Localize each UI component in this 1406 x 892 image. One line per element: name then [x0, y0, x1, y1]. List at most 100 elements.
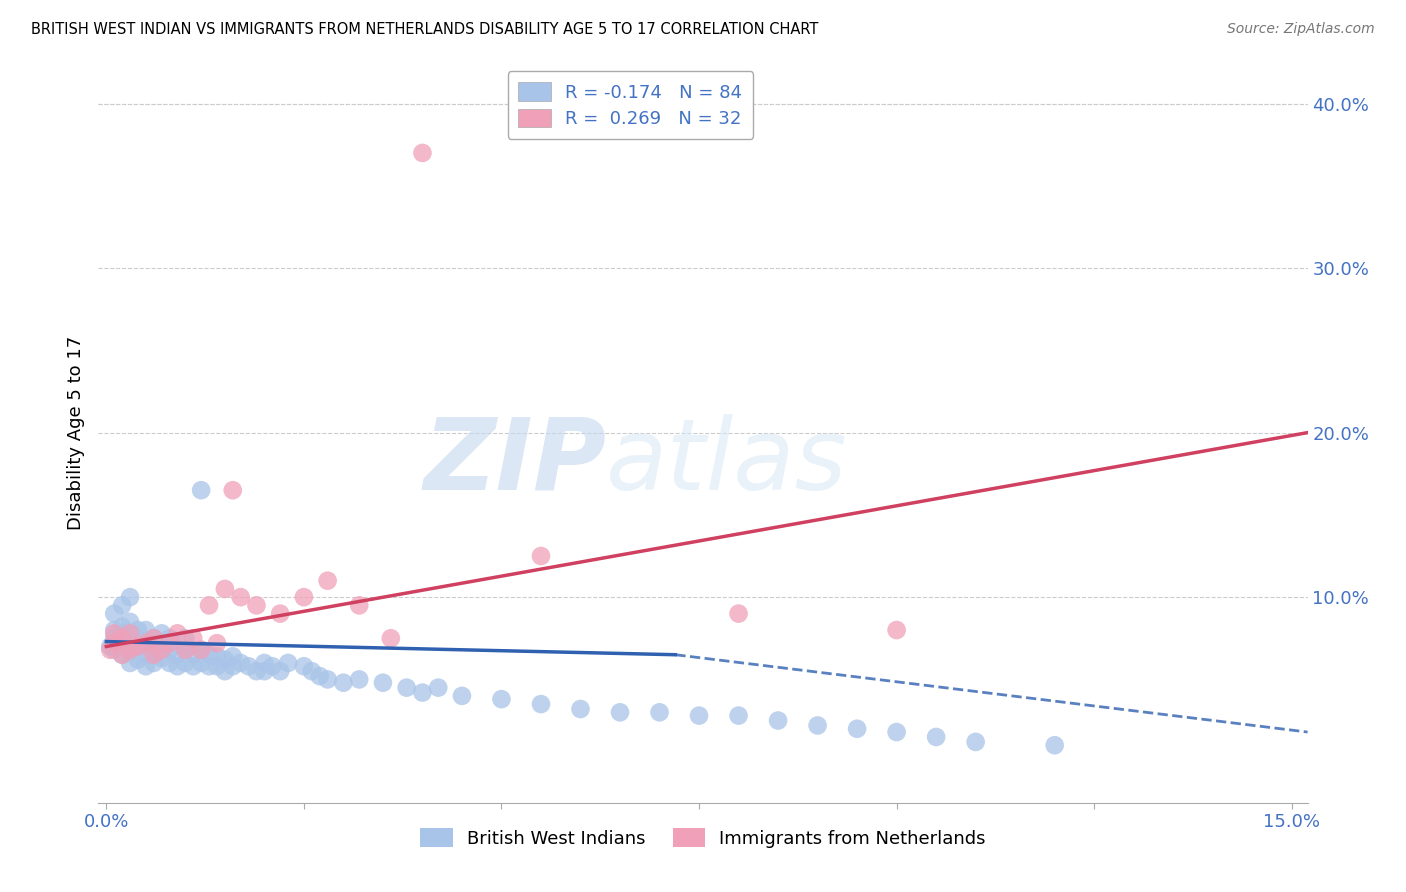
Point: [411, 145, 433, 160]
Point: [166, 648, 188, 662]
Point: [150, 642, 173, 657]
Point: [727, 708, 749, 723]
Point: [214, 653, 236, 667]
Point: [292, 590, 315, 604]
Point: [135, 636, 157, 650]
Point: [569, 702, 592, 716]
Point: [347, 673, 370, 687]
Point: [135, 636, 157, 650]
Point: [150, 640, 173, 654]
Point: [205, 636, 228, 650]
Point: [380, 632, 402, 646]
Point: [190, 642, 212, 657]
Point: [222, 483, 245, 498]
Point: [316, 574, 339, 588]
Text: BRITISH WEST INDIAN VS IMMIGRANTS FROM NETHERLANDS DISABILITY AGE 5 TO 17 CORREL: BRITISH WEST INDIAN VS IMMIGRANTS FROM N…: [31, 22, 818, 37]
Point: [174, 656, 197, 670]
Point: [190, 642, 212, 657]
Point: [262, 659, 284, 673]
Point: [118, 615, 141, 629]
Point: [111, 632, 134, 646]
Point: [135, 623, 157, 637]
Point: [159, 656, 181, 670]
Point: [118, 626, 141, 640]
Point: [181, 632, 204, 646]
Text: ZIP: ZIP: [423, 414, 606, 511]
Point: [395, 681, 418, 695]
Point: [103, 636, 125, 650]
Point: [253, 656, 276, 670]
Point: [229, 590, 252, 604]
Point: [648, 706, 671, 720]
Point: [103, 642, 125, 657]
Point: [159, 632, 181, 646]
Point: [111, 648, 134, 662]
Point: [127, 640, 149, 654]
Point: [118, 642, 141, 657]
Point: [135, 648, 157, 662]
Point: [142, 632, 165, 646]
Point: [181, 659, 204, 673]
Point: [332, 675, 354, 690]
Point: [150, 651, 173, 665]
Point: [98, 642, 121, 657]
Point: [530, 549, 553, 563]
Point: [609, 706, 631, 720]
Point: [886, 725, 908, 739]
Point: [159, 636, 181, 650]
Point: [846, 722, 869, 736]
Point: [127, 623, 149, 637]
Point: [118, 642, 141, 657]
Point: [118, 656, 141, 670]
Point: [886, 623, 908, 637]
Point: [111, 620, 134, 634]
Point: [174, 642, 197, 657]
Point: [277, 656, 299, 670]
Point: [807, 718, 830, 732]
Point: [301, 664, 323, 678]
Point: [127, 653, 149, 667]
Point: [1043, 738, 1066, 752]
Point: [142, 642, 165, 657]
Point: [111, 648, 134, 662]
Point: [530, 697, 553, 711]
Point: [269, 607, 291, 621]
Point: [103, 607, 125, 621]
Point: [238, 659, 260, 673]
Point: [222, 659, 245, 673]
Point: [142, 656, 165, 670]
Point: [451, 689, 474, 703]
Point: [269, 664, 291, 678]
Point: [491, 692, 513, 706]
Point: [727, 607, 749, 621]
Point: [245, 664, 267, 678]
Point: [214, 582, 236, 596]
Point: [205, 659, 228, 673]
Y-axis label: Disability Age 5 to 17: Disability Age 5 to 17: [66, 335, 84, 530]
Point: [766, 714, 789, 728]
Text: atlas: atlas: [606, 414, 848, 511]
Point: [118, 626, 141, 640]
Point: [118, 590, 141, 604]
Text: Source: ZipAtlas.com: Source: ZipAtlas.com: [1227, 22, 1375, 37]
Point: [103, 623, 125, 637]
Legend: British West Indians, Immigrants from Netherlands: British West Indians, Immigrants from Ne…: [411, 819, 995, 856]
Point: [253, 664, 276, 678]
Point: [205, 649, 228, 664]
Point: [111, 626, 134, 640]
Point: [688, 708, 710, 723]
Point: [98, 640, 121, 654]
Point: [142, 632, 165, 646]
Point: [166, 626, 188, 640]
Point: [245, 599, 267, 613]
Point: [118, 634, 141, 648]
Point: [174, 642, 197, 657]
Point: [222, 649, 245, 664]
Point: [427, 681, 450, 695]
Point: [190, 483, 212, 498]
Point: [316, 673, 339, 687]
Point: [159, 642, 181, 657]
Point: [214, 664, 236, 678]
Point: [127, 632, 149, 646]
Point: [347, 599, 370, 613]
